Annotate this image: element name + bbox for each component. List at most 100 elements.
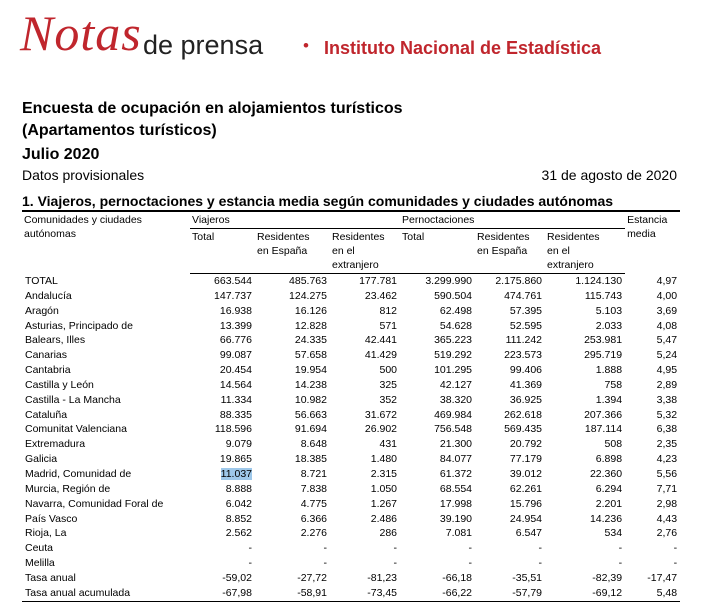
table-row: Cantabria 20.454 19.954 500 101.295 99.406 1.8…	[22, 363, 680, 378]
cell: 66.776	[219, 334, 252, 347]
cell: -	[618, 542, 623, 555]
cell: -	[538, 542, 543, 555]
cell: 12.828	[294, 319, 327, 332]
cell: -57,79	[512, 586, 543, 599]
row-label: Castilla - La Mancha	[25, 393, 121, 406]
table-row: Extremadura 9.079 8.648 431 21.300 20.792 508 2…	[22, 437, 680, 452]
cell: 77.179	[509, 453, 543, 466]
cell: 5,47	[656, 334, 678, 347]
cell: 325	[379, 378, 398, 391]
cell: 7,71	[656, 482, 678, 495]
cell: 2,98	[656, 497, 678, 510]
cell: 6.042	[225, 497, 252, 510]
cell: -	[393, 557, 398, 570]
cell: 57.658	[294, 349, 327, 362]
cell: 99.087	[219, 349, 252, 362]
cell: 3,38	[656, 393, 678, 406]
cell: 14.564	[219, 378, 252, 391]
cell: 13.399	[219, 319, 252, 332]
cell: -17,47	[647, 571, 678, 584]
row-label: Comunitat Valenciana	[25, 423, 127, 436]
cell: 8.852	[225, 512, 252, 525]
cell: 2,76	[656, 527, 678, 540]
cell: 4,95	[656, 364, 678, 377]
selected-text: 11.037	[220, 467, 252, 480]
cell: 8.888	[225, 482, 252, 495]
cell: -73,45	[367, 586, 398, 599]
cell: 262.618	[504, 408, 543, 421]
cell: 42.441	[364, 334, 398, 347]
cell: 253.981	[584, 334, 623, 347]
subheader: Residentes en el extranjero	[330, 228, 401, 274]
cell: 88.335	[219, 408, 252, 421]
row-label: Extremadura	[25, 438, 86, 451]
cell: 6.547	[515, 527, 543, 540]
table-row: Murcia, Región de 8.888 7.838 1.050 68.554 62…	[22, 482, 680, 497]
row-label: Ceuta	[25, 542, 54, 555]
table-row: Cataluña 88.335 56.663 31.672 469.984 262.618…	[22, 408, 680, 423]
row-label: Asturias, Principado de	[25, 319, 133, 332]
cell: 295.719	[584, 349, 623, 362]
data-table: Comunidades y ciudades autónomas Viajero…	[22, 210, 681, 602]
cell: 9.079	[225, 438, 252, 451]
cell: 431	[379, 438, 398, 451]
cell: 8.721	[300, 467, 327, 480]
subheader: Residentes en el extranjero	[545, 228, 626, 274]
cell: 84.077	[439, 453, 473, 466]
cell: 2,89	[656, 378, 678, 391]
cell: 2.201	[595, 497, 623, 510]
cell: 36.925	[509, 393, 543, 406]
table-row: Galicia 19.865 18.385 1.480 84.077 77.179 6.89…	[22, 452, 680, 467]
cell: 5,56	[656, 467, 678, 480]
row-label: Tasa anual	[25, 571, 76, 584]
cell: 16.126	[294, 304, 327, 317]
row-label: Cataluña	[25, 408, 68, 421]
cell: -66,18	[442, 571, 473, 584]
cell: 26.902	[364, 423, 398, 436]
cell: 3.299.990	[425, 275, 473, 287]
cell: 177.781	[359, 275, 398, 287]
cell: 15.796	[509, 497, 543, 510]
row-label: Cantabria	[25, 364, 71, 377]
cell: 4.775	[300, 497, 327, 510]
cell: -67,98	[222, 586, 252, 599]
cell: 6.898	[595, 453, 623, 466]
subheader: Residentes en España	[475, 228, 546, 274]
subheader-text: Total	[192, 231, 215, 243]
cell: 91.694	[294, 423, 327, 436]
cell: 111.242	[505, 334, 543, 347]
cell: 4,97	[656, 274, 678, 287]
cell: -	[468, 542, 473, 555]
note: Datos provisionales	[22, 167, 145, 183]
table-row: Rioja, La 2.562 2.276 286 7.081 6.547 534 2,76	[22, 526, 680, 541]
cell: 115.743	[584, 289, 623, 302]
cell: -59,02	[222, 571, 252, 584]
cell: 24.954	[509, 512, 543, 525]
cell: -	[323, 557, 328, 570]
title: Encuesta de ocupación en alojamientos tu…	[22, 100, 403, 117]
cell: 24.335	[294, 334, 327, 347]
date: 31 de agosto de 2020	[541, 167, 677, 183]
cell: 5.103	[595, 304, 623, 317]
row-label: Murcia, Región de	[25, 482, 111, 495]
cell: 4,23	[656, 453, 678, 466]
cell: 2.033	[595, 319, 623, 332]
subheader: Residentes en España	[255, 228, 330, 274]
cell: 2.486	[370, 512, 398, 525]
subtitle: de prensa	[143, 30, 264, 60]
cell: 57.395	[509, 304, 543, 317]
cell: 39.012	[509, 467, 543, 480]
cell: -69,12	[592, 586, 623, 599]
cell: 8.648	[300, 438, 327, 451]
cell: 19.954	[294, 364, 327, 377]
logo: Notas	[20, 5, 142, 61]
row-label: País Vasco	[25, 512, 78, 525]
row-label: Andalucía	[25, 289, 72, 302]
cell: 1.480	[370, 453, 398, 466]
cell: 6.366	[300, 512, 327, 525]
table-row: Madrid, Comunidad de 11.037 8.721 2.315 61.3…	[22, 467, 680, 482]
cell: 19.865	[219, 453, 252, 466]
table-row: Tasa anual acumulada -67,98 -58,91 -73,45 -6…	[22, 586, 680, 601]
cell: 187.114	[584, 423, 623, 436]
table-row: Canarias 99.087 57.658 41.429 519.292 223.573…	[22, 348, 680, 363]
